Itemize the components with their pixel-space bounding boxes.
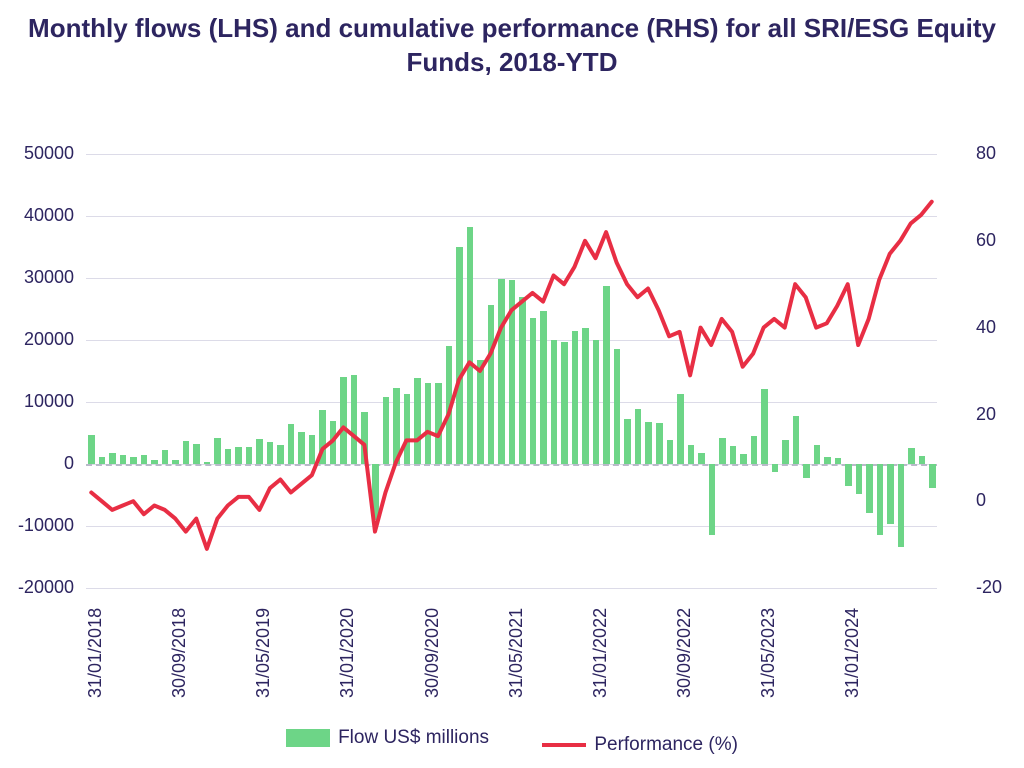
y-left-tick-label: -20000	[0, 577, 80, 598]
y-left-tick-label: 30000	[0, 267, 80, 288]
x-tick-label: 31/01/2024	[842, 608, 863, 698]
performance-line-svg	[86, 154, 937, 588]
y-left-tick-label: 10000	[0, 391, 80, 412]
y-right-tick-label: 80	[970, 143, 1024, 164]
x-tick-label: 31/01/2020	[337, 608, 358, 698]
x-tick-label: 31/01/2018	[85, 608, 106, 698]
chart-title: Monthly flows (LHS) and cumulative perfo…	[0, 12, 1024, 80]
y-left-tick-label: 20000	[0, 329, 80, 350]
chart-legend: Flow US$ millions Performance (%)	[0, 727, 1024, 756]
chart-container: Monthly flows (LHS) and cumulative perfo…	[0, 0, 1024, 768]
grid-line	[86, 588, 937, 589]
legend-label-performance: Performance (%)	[594, 734, 738, 756]
plot-area	[86, 154, 938, 588]
legend-label-flow: Flow US$ millions	[338, 727, 489, 749]
x-tick-label: 30/09/2022	[674, 608, 695, 698]
legend-swatch-line	[542, 743, 586, 747]
x-tick-label: 31/05/2023	[758, 608, 779, 698]
x-tick-label: 30/09/2020	[422, 608, 443, 698]
y-left-tick-label: 40000	[0, 205, 80, 226]
x-tick-label: 31/05/2021	[506, 608, 527, 698]
y-right-tick-label: -20	[970, 577, 1024, 598]
y-right-tick-label: 40	[970, 317, 1024, 338]
x-tick-label: 30/09/2018	[169, 608, 190, 698]
legend-swatch-bar	[286, 729, 330, 747]
y-left-tick-label: 0	[0, 453, 80, 474]
x-tick-label: 31/05/2019	[253, 608, 274, 698]
y-right-tick-label: 60	[970, 230, 1024, 251]
x-tick-label: 31/01/2022	[590, 608, 611, 698]
y-left-tick-label: -10000	[0, 515, 80, 536]
y-right-tick-label: 20	[970, 404, 1024, 425]
y-left-tick-label: 50000	[0, 143, 80, 164]
legend-item-flow: Flow US$ millions	[286, 727, 489, 749]
legend-item-performance: Performance (%)	[542, 734, 738, 756]
y-right-tick-label: 0	[970, 490, 1024, 511]
